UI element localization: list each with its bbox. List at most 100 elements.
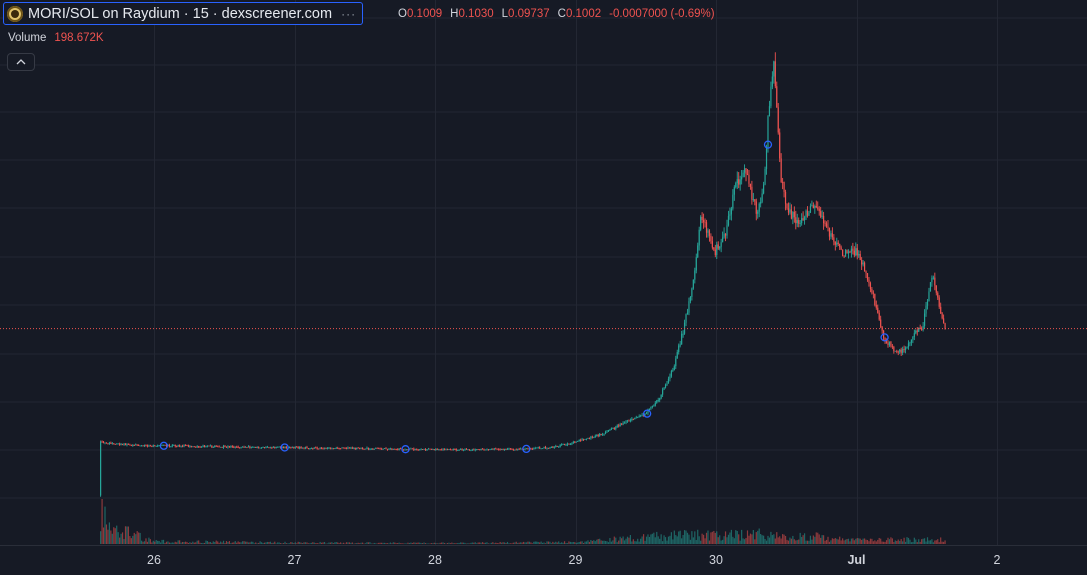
volume-bar <box>625 538 627 544</box>
candle-body <box>462 449 465 451</box>
volume-bar <box>818 534 820 544</box>
candle-body <box>802 218 804 221</box>
volume-bar <box>752 530 754 544</box>
volume-bar <box>836 538 838 544</box>
volume-bar <box>250 541 252 544</box>
candle-body <box>209 445 211 447</box>
volume-bar <box>348 542 351 544</box>
candle-body <box>236 446 238 448</box>
volume-bar <box>528 541 531 544</box>
volume-bar <box>811 539 813 544</box>
candle-body <box>455 449 457 451</box>
candle-body <box>550 446 552 448</box>
volume-bar <box>215 540 217 544</box>
volume-bar <box>386 543 389 544</box>
candle-body <box>139 445 141 447</box>
candle-body <box>323 447 326 449</box>
event-marker-icon <box>401 445 410 454</box>
volume-bar <box>132 535 134 544</box>
candle-body <box>641 414 643 416</box>
volume-bar <box>569 541 572 544</box>
volume-bar <box>922 538 924 544</box>
candle-body <box>768 106 771 117</box>
volume-bar <box>670 532 672 544</box>
volume-bar <box>861 539 863 544</box>
volume-bar <box>252 541 254 544</box>
volume-bar <box>481 542 484 544</box>
candle-body <box>165 445 168 446</box>
candle-body <box>815 206 817 208</box>
volume-bar <box>768 537 771 544</box>
candle-body <box>700 216 702 230</box>
candle-body <box>315 447 317 449</box>
volume-bar <box>508 543 510 544</box>
volume-bar <box>196 540 198 544</box>
volume-bar <box>214 542 216 544</box>
candle-body <box>476 449 478 451</box>
candle-body <box>667 378 670 384</box>
volume-bar <box>524 542 526 544</box>
volume-bar <box>227 542 229 544</box>
candle-body <box>119 443 121 445</box>
candle-body <box>356 447 358 450</box>
more-options-icon[interactable]: ··· <box>341 6 357 21</box>
candle-body <box>716 244 718 255</box>
volume-bar <box>887 537 889 544</box>
candle-body <box>719 246 721 249</box>
volume-bar <box>501 542 503 544</box>
candle-body <box>445 449 447 451</box>
candle-body <box>678 345 680 353</box>
volume-bar <box>108 522 110 544</box>
candle-body <box>381 448 383 450</box>
volume-bar <box>754 539 756 544</box>
volume-bar <box>550 543 552 544</box>
candle-body <box>565 444 567 446</box>
candle-body <box>809 205 812 213</box>
candle-body <box>432 449 434 450</box>
candle-body <box>837 242 839 244</box>
candle-body <box>698 229 700 246</box>
volume-bar <box>700 540 702 544</box>
volume-bar <box>231 542 233 544</box>
volume-bar <box>796 540 798 544</box>
volume-bar <box>839 536 841 544</box>
volume-bar <box>853 540 855 544</box>
volume-bar <box>782 534 784 544</box>
volume-bar <box>256 543 258 544</box>
volume-bar <box>124 526 127 544</box>
candle-body <box>192 446 194 448</box>
event-marker-icon <box>763 140 773 149</box>
candle-body <box>495 448 497 450</box>
candle-body <box>350 447 352 449</box>
volume-bar <box>903 537 905 544</box>
candle-body <box>885 341 888 343</box>
chart-canvas[interactable] <box>0 0 1087 545</box>
volume-bar <box>719 535 721 544</box>
collapse-legend-button[interactable] <box>7 53 35 71</box>
price-chart[interactable] <box>0 0 1087 545</box>
candle-body <box>855 248 857 256</box>
volume-bar <box>659 538 661 544</box>
candle-body <box>910 339 913 343</box>
candle-body <box>572 441 574 444</box>
candle-body <box>164 445 166 446</box>
time-axis[interactable]: 26 27 28 29 30 Jul 2 <box>0 545 1087 575</box>
volume-bar <box>186 541 188 544</box>
candle-body <box>282 446 285 449</box>
volume-bar <box>584 541 586 544</box>
symbol-title-box[interactable]: MORI/SOL on Raydium · 15 · dexscreener.c… <box>3 2 364 25</box>
volume-bar <box>180 542 182 544</box>
volume-bar <box>351 542 353 544</box>
volume-bar <box>499 541 501 544</box>
candle-body <box>868 279 870 284</box>
candle-body <box>729 214 731 216</box>
candle-body <box>366 447 368 449</box>
candle-body <box>208 445 210 447</box>
candle-body <box>866 273 869 280</box>
ohlc-readout: O0.1009 H0.1030 L0.09737 C0.1002 -0.0007… <box>398 8 715 20</box>
candle-body <box>799 223 801 224</box>
candle-body <box>133 445 135 446</box>
volume-bar <box>400 543 402 544</box>
volume-bar <box>139 532 141 544</box>
candle-body <box>477 449 479 451</box>
